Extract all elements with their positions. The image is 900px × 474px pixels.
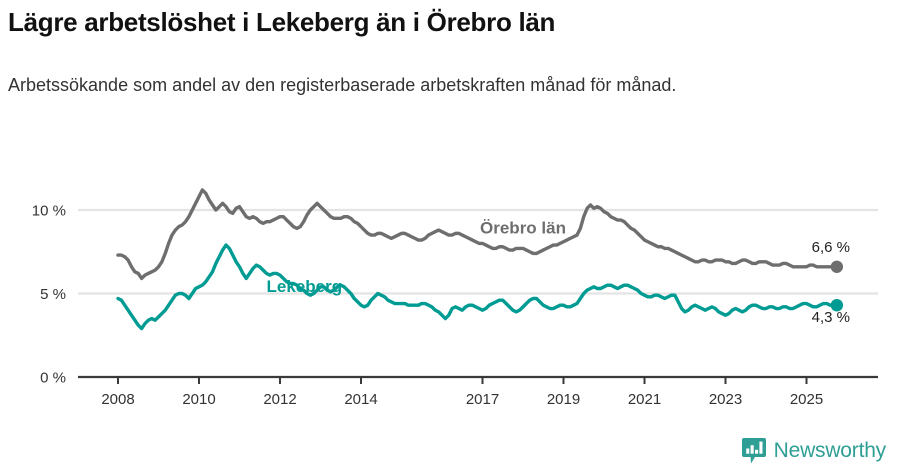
- svg-text:2008: 2008: [101, 391, 134, 408]
- svg-text:0 %: 0 %: [40, 370, 66, 387]
- svg-text:2023: 2023: [709, 391, 742, 408]
- svg-text:2021: 2021: [628, 391, 661, 408]
- end-value-label: 6,6 %: [812, 239, 850, 256]
- svg-text:2014: 2014: [344, 391, 377, 408]
- page-title: Lägre arbetslöshet i Lekeberg än i Örebr…: [8, 7, 556, 37]
- x-axis-tick-labels: 2008 2010 2012 2014 2017 2019 2021 2023 2025: [101, 377, 823, 408]
- newsworthy-logo[interactable]: Newsworthy: [741, 438, 887, 464]
- series-name-label: Lekeberg: [267, 277, 343, 296]
- chart-annotations: Örebro län Lekeberg 6,6 % 4,3 %: [267, 218, 850, 326]
- series-end-markers: [830, 260, 844, 312]
- svg-text:2010: 2010: [182, 391, 215, 408]
- end-value-label: 4,3 %: [812, 309, 850, 326]
- chart-subtitle: Arbetssökande som andel av den registerb…: [8, 75, 677, 95]
- svg-text:10 %: 10 %: [32, 203, 66, 220]
- gridlines: [78, 208, 878, 295]
- svg-text:2019: 2019: [547, 391, 580, 408]
- svg-text:2025: 2025: [790, 391, 823, 408]
- series-name-label: Örebro län: [480, 218, 566, 237]
- svg-text:2012: 2012: [263, 391, 296, 408]
- svg-text:2017: 2017: [466, 391, 499, 408]
- series-lines: [116, 188, 839, 331]
- bar-chart-bubble-icon: [741, 438, 766, 464]
- svg-text:5 %: 5 %: [40, 286, 66, 303]
- newsworthy-logo-text: Newsworthy: [773, 439, 887, 462]
- y-axis-tick-labels: 0 % 5 % 10 %: [32, 203, 66, 387]
